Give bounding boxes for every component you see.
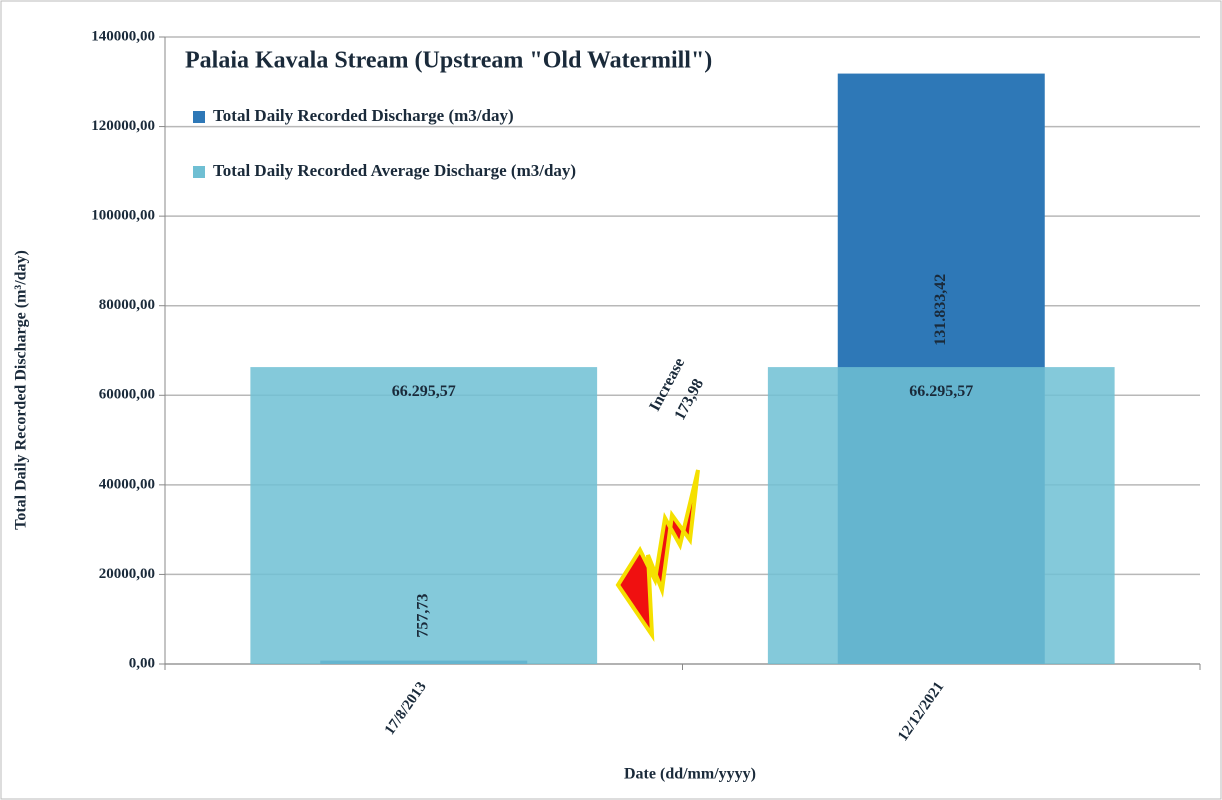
legend-swatch bbox=[193, 111, 205, 123]
y-tick-label: 120000,00 bbox=[91, 118, 155, 134]
legend-label: Total Daily Recorded Discharge (m3/day) bbox=[213, 106, 514, 125]
y-tick-label: 140000,00 bbox=[91, 28, 155, 44]
value-label: 131.833,42 bbox=[932, 274, 949, 346]
plot-area: 0,00 20000,00 40000,00 60000,00 80000,00 1000… bbox=[91, 28, 1201, 744]
value-label: 757,73 bbox=[414, 594, 431, 638]
y-tick-label: 100000,00 bbox=[91, 208, 155, 224]
y-tick-label: 0,00 bbox=[129, 655, 155, 671]
y-tick-label: 20000,00 bbox=[99, 566, 155, 582]
legend-swatch bbox=[193, 166, 205, 178]
bar bbox=[767, 367, 1115, 664]
chart-title: Palaia Kavala Stream (Upstream "Old Wate… bbox=[185, 48, 712, 74]
value-label: 66.295,57 bbox=[392, 383, 456, 400]
x-axis-label: Date (dd/mm/yyyy) bbox=[624, 766, 756, 783]
y-tick-label: 80000,00 bbox=[99, 297, 155, 313]
value-label: 66.295,57 bbox=[909, 383, 973, 400]
bar bbox=[250, 367, 598, 664]
y-tick-label: 60000,00 bbox=[99, 387, 155, 403]
lightning-bolt bbox=[615, 469, 700, 643]
legend-label: Total Daily Recorded Average Discharge (… bbox=[213, 161, 576, 180]
y-axis-label: Total Daily Recorded Discharge (m³/day) bbox=[13, 250, 30, 530]
y-tick-label: 40000,00 bbox=[99, 476, 155, 492]
